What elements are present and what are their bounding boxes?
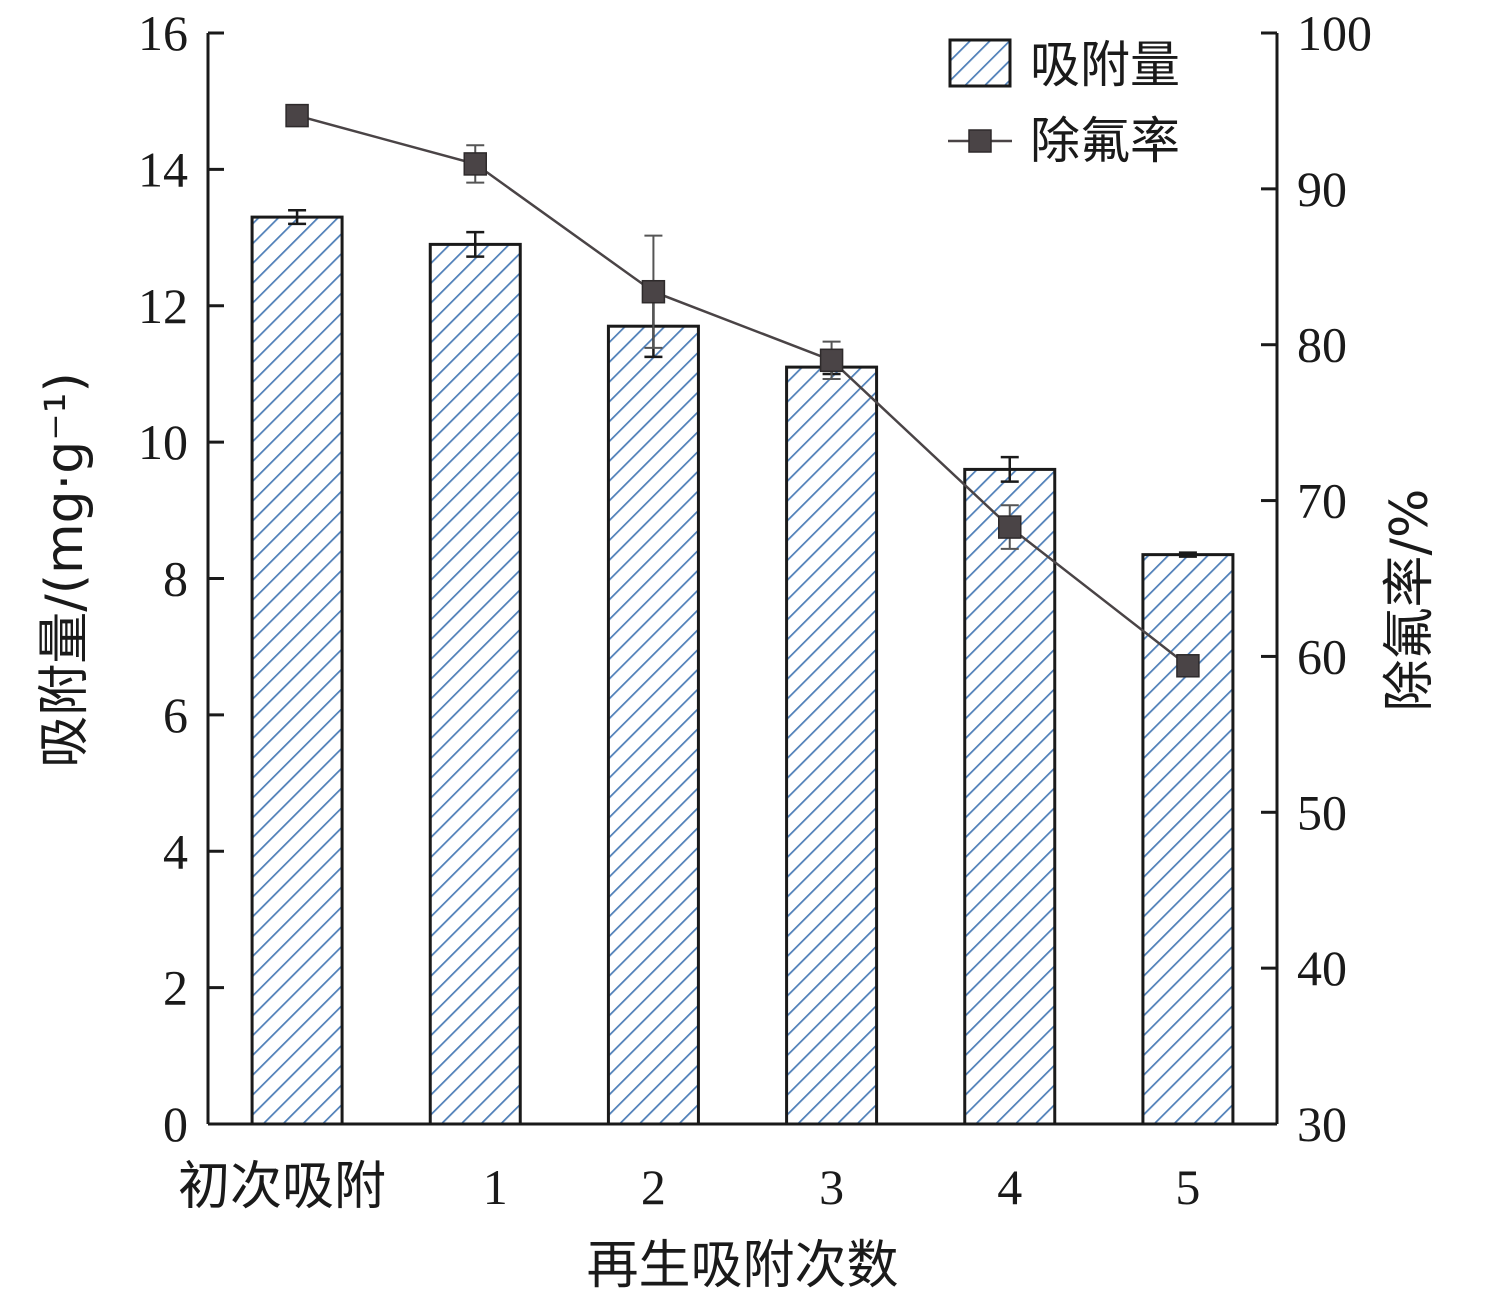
line-marker-3 — [819, 348, 844, 373]
bar-error-1 — [466, 230, 485, 258]
y-right-tick-label: 90 — [1297, 161, 1347, 217]
line-marker-1 — [463, 152, 487, 176]
bar-4 — [963, 467, 1057, 1126]
bar-3 — [785, 365, 879, 1126]
legend-label-bars: 吸附量 — [1030, 36, 1180, 94]
y-left-tick-label: 8 — [163, 551, 188, 607]
y-axis-title-left: 吸附量/(mg·g⁻¹) — [35, 372, 95, 768]
y-left-tick-label: 12 — [138, 278, 188, 334]
y-left-tick-label: 2 — [163, 960, 188, 1016]
bar-error-5 — [1178, 551, 1197, 558]
y-right-tick-label: 80 — [1297, 317, 1347, 373]
y-right-tick-label: 30 — [1297, 1096, 1347, 1152]
x-tick-label: 2 — [641, 1159, 666, 1215]
y-left-tick-label: 4 — [163, 823, 188, 879]
bar-2 — [606, 324, 700, 1126]
bar-5 — [1141, 553, 1235, 1126]
y-left-tick-label: 0 — [163, 1096, 188, 1152]
legend-marker-swatch — [968, 129, 992, 153]
bar-error-layer — [288, 209, 1197, 558]
y-right-tick-label: 50 — [1297, 784, 1347, 840]
y-right-tick-label: 40 — [1297, 940, 1347, 996]
bars-layer — [250, 215, 1235, 1126]
line-layer — [285, 103, 1200, 678]
line-marker-0 — [285, 103, 309, 128]
legend-swatch-bars — [948, 38, 1012, 88]
axes-layer — [206, 31, 1279, 1126]
y-left-tick-label: 16 — [138, 5, 188, 61]
line-marker-4 — [998, 515, 1022, 539]
series-line-defluoridation — [296, 114, 1189, 667]
y-axis-title-right: 除氟率/% — [1380, 489, 1440, 712]
y-right-tick-label: 100 — [1297, 5, 1372, 61]
bar-error-4 — [1000, 455, 1019, 483]
x-tick-label: 3 — [819, 1159, 844, 1215]
bar-1 — [428, 242, 522, 1126]
x-tick-label: 5 — [1175, 1159, 1200, 1215]
y-right-tick-label: 70 — [1297, 473, 1347, 529]
bar-error-0 — [288, 209, 307, 226]
x-tick-label: 初次吸附 — [178, 1157, 386, 1217]
y-right-tick-label: 60 — [1297, 628, 1347, 684]
legend-label-line: 除氟率 — [1030, 112, 1180, 170]
line-marker-5 — [1176, 654, 1200, 678]
y-left-tick-label: 10 — [138, 414, 188, 470]
y-left-tick-label: 6 — [163, 687, 188, 743]
line-marker-2 — [641, 279, 666, 304]
x-axis-title: 再生吸附次数 — [586, 1236, 898, 1296]
y-left-tick-label: 14 — [138, 141, 188, 197]
x-tick-label: 1 — [483, 1159, 508, 1215]
bar-0 — [250, 215, 344, 1126]
x-tick-label: 4 — [997, 1159, 1022, 1215]
